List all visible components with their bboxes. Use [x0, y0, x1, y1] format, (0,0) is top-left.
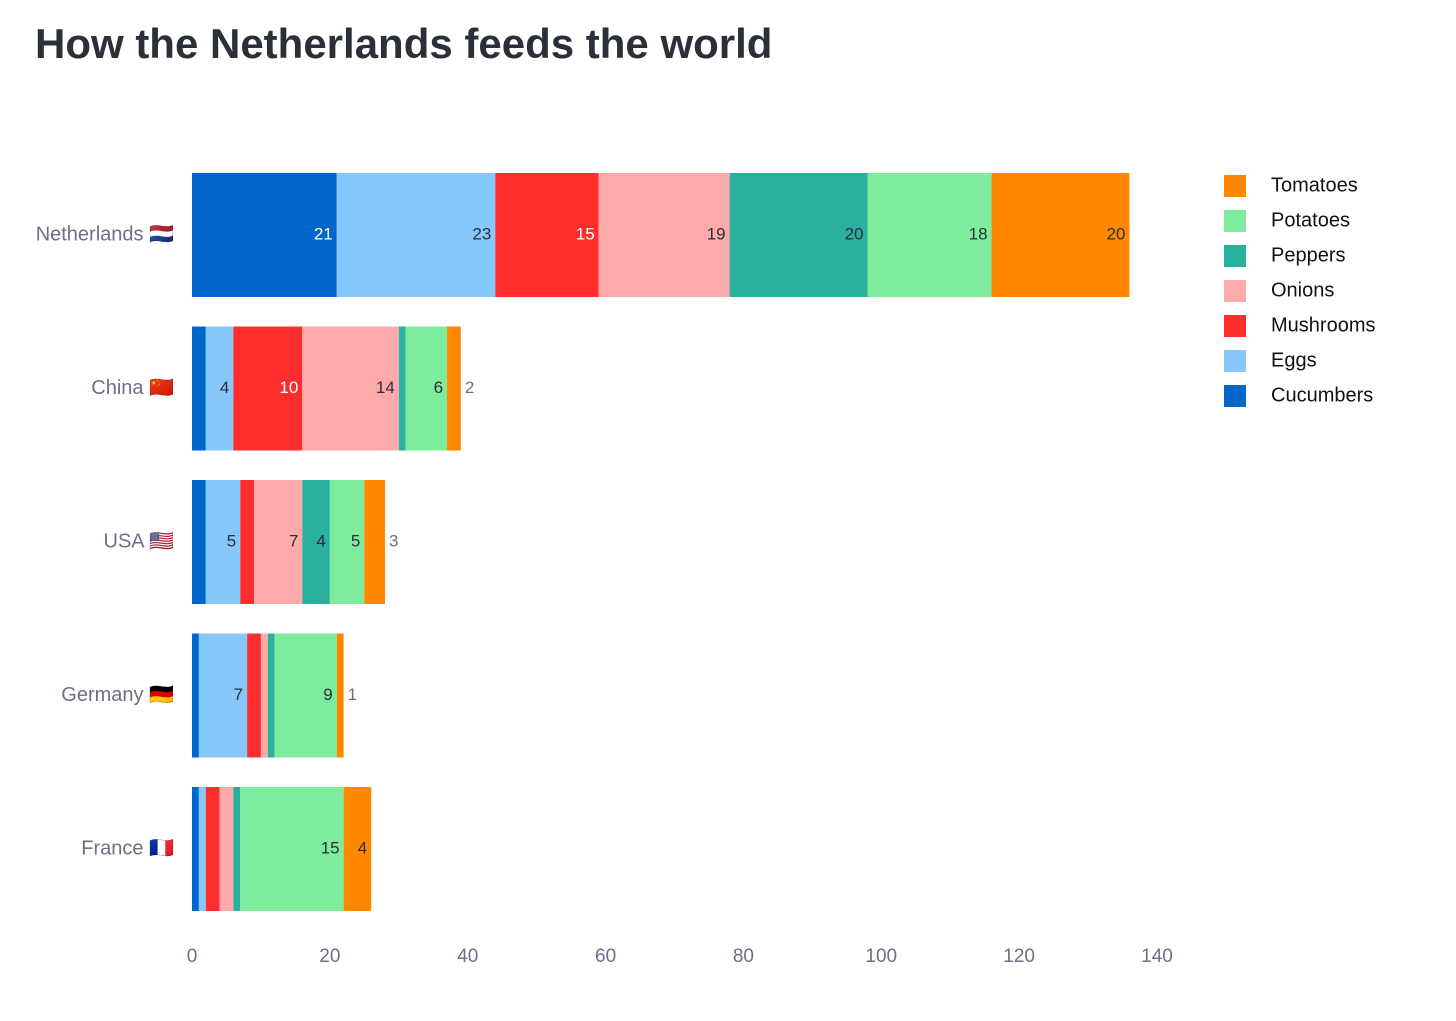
bar-segment [991, 173, 1130, 297]
x-tick-label: 40 [457, 946, 478, 967]
legend-swatch [1224, 385, 1246, 407]
bar-segment [336, 633, 344, 758]
bar-segment [598, 173, 730, 297]
bar-segment [240, 787, 344, 911]
data-label: 20 [1107, 224, 1126, 243]
bar-segment [343, 787, 372, 911]
legend-swatch [1224, 245, 1246, 267]
x-tick-label: 20 [319, 946, 340, 967]
bar-segment [336, 173, 496, 297]
bar-segment [192, 633, 199, 758]
x-tick-label: 60 [595, 946, 616, 967]
bar-segment [192, 480, 206, 604]
legend-label: Onions [1271, 279, 1334, 301]
legend-label: Eggs [1271, 349, 1317, 371]
legend-label: Peppers [1271, 244, 1346, 266]
bar-segment [192, 326, 206, 451]
bar-segment [447, 326, 461, 451]
data-label: 19 [707, 224, 726, 243]
legend-swatch [1224, 175, 1246, 197]
x-tick-label: 80 [733, 946, 754, 967]
y-tick-label: Germany 🇩🇪 [61, 684, 174, 706]
data-label: 21 [314, 224, 333, 243]
legend-swatch [1224, 315, 1246, 337]
bar-segment [254, 480, 303, 604]
bar-segment [302, 480, 330, 604]
bar-segment [274, 633, 337, 758]
legend-label: Tomatoes [1271, 174, 1358, 196]
bar-segment [192, 787, 199, 911]
data-label: 7 [234, 685, 243, 704]
bar-segment [405, 326, 448, 451]
bar-segment [267, 633, 275, 758]
data-label: 20 [845, 224, 864, 243]
data-label: 9 [323, 685, 332, 704]
data-label: 4 [358, 838, 367, 857]
bar-segment [260, 633, 268, 758]
data-label: 5 [351, 531, 360, 550]
data-label: 7 [289, 531, 298, 550]
legend-swatch [1224, 350, 1246, 372]
data-label: 6 [434, 378, 443, 397]
bar-segment [205, 480, 241, 604]
bar-segment [198, 787, 206, 911]
data-label: 18 [969, 224, 988, 243]
data-label: 23 [472, 224, 491, 243]
data-label: 14 [376, 378, 395, 397]
legend-label: Potatoes [1271, 209, 1350, 231]
bar-segment [495, 173, 599, 297]
bar-segment [867, 173, 992, 297]
y-tick-label: China 🇨🇳 [91, 377, 174, 399]
bar-segment [302, 326, 399, 451]
bar-segment [729, 173, 868, 297]
data-label: 1 [348, 685, 357, 704]
bar-segment [233, 787, 241, 911]
x-tick-label: 140 [1141, 946, 1173, 967]
bar-segment [364, 480, 385, 604]
chart-title: How the Netherlands feeds the world [35, 20, 772, 67]
data-label: 2 [465, 378, 474, 397]
data-label: 3 [389, 531, 398, 550]
bar-segment [205, 787, 220, 911]
bar-segment [398, 326, 406, 451]
bar-segment [247, 633, 261, 758]
data-label: 4 [220, 378, 229, 397]
legend-swatch [1224, 280, 1246, 302]
data-label: 10 [279, 378, 298, 397]
bar-segment [192, 173, 337, 297]
bar-segment [205, 326, 234, 451]
bar-segment [329, 480, 365, 604]
x-tick-label: 100 [865, 946, 897, 967]
y-tick-label: USA 🇺🇸 [104, 530, 175, 552]
legend-label: Mushrooms [1271, 314, 1375, 336]
legend-label: Cucumbers [1271, 384, 1373, 406]
bar-segment [198, 633, 248, 758]
data-label: 15 [576, 224, 595, 243]
bar-segment [233, 326, 303, 451]
data-label: 15 [321, 838, 340, 857]
data-label: 4 [316, 531, 325, 550]
x-tick-label: 120 [1003, 946, 1035, 967]
data-label: 5 [227, 531, 236, 550]
x-tick-label: 0 [187, 946, 198, 967]
bar-segment [240, 480, 255, 604]
y-tick-label: Netherlands 🇳🇱 [36, 223, 174, 245]
y-tick-label: France 🇫🇷 [81, 837, 174, 859]
legend-swatch [1224, 210, 1246, 232]
bar-segment [219, 787, 234, 911]
